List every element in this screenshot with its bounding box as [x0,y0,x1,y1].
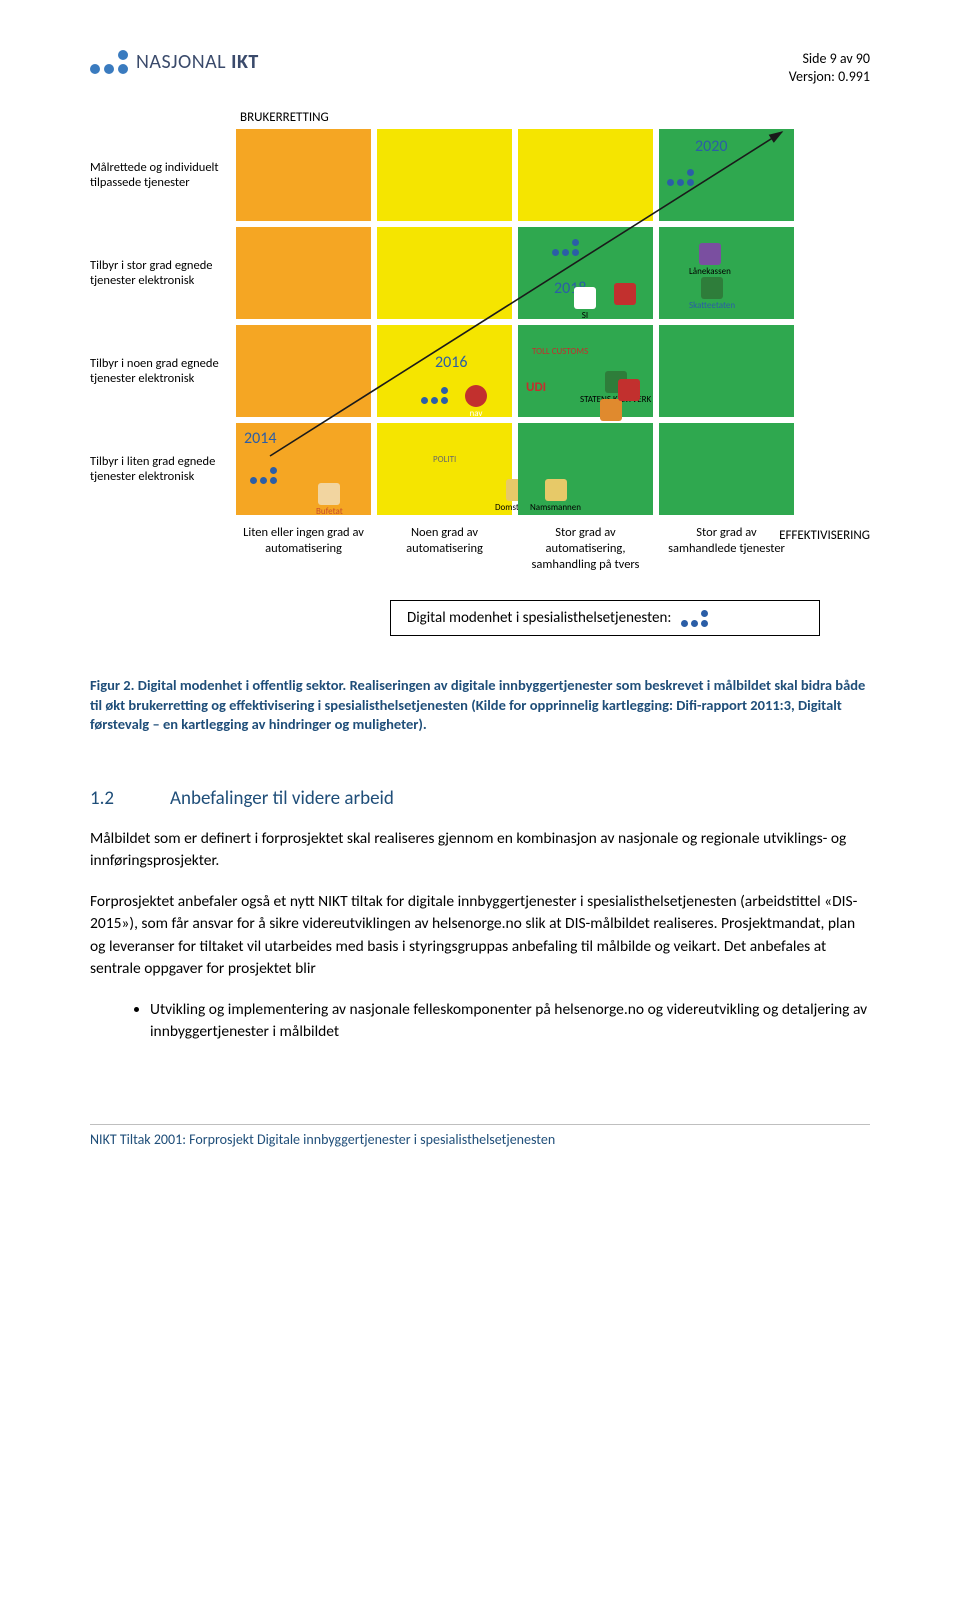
matrix-cell [659,423,794,515]
section-title: Anbefalinger til videre arbeid [170,787,394,810]
row-label: Tilbyr i noen grad egnede tjenester elek… [90,325,230,417]
caption-prefix: Figur 2. Digital modenhet i offentlig se… [90,676,346,694]
matrix-cell [236,227,371,319]
bullet-list: Utvikling og implementering av nasjonale… [90,999,870,1044]
legend-text: Digital modenhet i spesialisthelsetjenes… [407,609,671,627]
matrix-cell: 2020 [659,129,794,221]
matrix-cell [518,129,653,221]
legend-box: Digital modenhet i spesialisthelsetjenes… [390,600,820,636]
section-number: 1.2 [90,787,170,810]
figure-caption: Figur 2. Digital modenhet i offentlig se… [90,676,870,735]
org-marker [618,379,640,403]
matrix-cell: Namsmannen [518,423,653,515]
page-header: NASJONAL IKT Side 9 av 90 Versjon: 0.991 [90,50,870,86]
milestone-year: 2014 [244,429,276,448]
paragraph-2: Forprosjektet anbefaler også et nytt NIK… [90,891,870,981]
org-marker: Lånekassen [689,243,731,277]
row-label: Målrettede og individuelt tilpassede tje… [90,129,230,221]
footer: NIKT Tiltak 2001: Forprosjekt Digitale i… [90,1124,870,1148]
org-marker: POLITI [433,455,456,465]
milestone-dots-icon [667,169,694,186]
matrix-cell [659,325,794,417]
column-label: Stor grad av automatisering, samhandling… [518,525,653,572]
org-marker: Bufetat [316,483,343,517]
section-heading: 1.2Anbefalinger til videre arbeid [90,787,870,810]
legend-dots-icon [681,610,708,627]
matrix-cell: 2014 Bufetat [236,423,371,515]
matrix-cell [236,129,371,221]
version: Versjon: 0.991 [789,68,870,86]
maturity-matrix: BRUKERRETTING Målrettede og individuelt … [90,110,870,572]
matrix-cell: LånekassenSkatteetaten [659,227,794,319]
org-marker: nav [465,385,487,419]
milestone-dots-icon [552,239,579,256]
org-marker: TOLL CUSTOMS [532,347,588,357]
org-marker [614,283,636,307]
matrix-cell: UDITOLL CUSTOMSSTATENS KARTVERKStatens v… [518,325,653,417]
logo-text: NASJONAL IKT [136,50,259,74]
page-number: Side 9 av 90 [789,50,870,68]
matrix-cell: POLITIDomstolene [377,423,512,515]
milestone-dots-icon [421,387,448,404]
bullet-1: Utvikling og implementering av nasjonale… [150,999,870,1044]
column-labels: Liten eller ingen grad av automatisering… [90,525,870,572]
column-label: Liten eller ingen grad av automatisering [236,525,371,572]
org-marker: SI [574,287,596,321]
matrix-grid: Målrettede og individuelt tilpassede tje… [90,129,870,515]
logo-dots-icon [90,50,128,74]
matrix-cell [236,325,371,417]
org-marker: Skatteetaten [689,277,735,311]
logo: NASJONAL IKT [90,50,259,74]
matrix-cell [377,227,512,319]
matrix-cell: 2018SI [518,227,653,319]
row-label: Tilbyr i stor grad egnede tjenester elek… [90,227,230,319]
paragraph-1: Målbildet som er definert i forprosjekte… [90,828,870,873]
header-meta: Side 9 av 90 Versjon: 0.991 [789,50,870,86]
matrix-cell: 2016 nav [377,325,512,417]
org-marker: Namsmannen [530,479,581,513]
x-axis-title: EFFEKTIVISERING [779,528,870,543]
milestone-dots-icon [250,467,277,484]
matrix-cell [377,129,512,221]
milestone-year: 2020 [695,137,727,156]
row-label: Tilbyr i liten grad egnede tjenester ele… [90,423,230,515]
page: NASJONAL IKT Side 9 av 90 Versjon: 0.991… [0,0,960,1188]
y-axis-title: BRUKERRETTING [240,110,870,125]
column-label: Noen grad av automatisering [377,525,512,572]
milestone-year: 2016 [435,353,467,372]
org-marker: UDI [526,381,546,395]
column-label: Stor grad av samhandlede tjenester [659,525,794,572]
